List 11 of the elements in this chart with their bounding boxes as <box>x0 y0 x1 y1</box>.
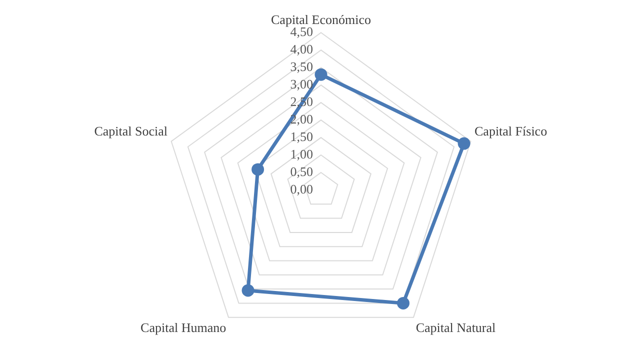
y-tick-label: 3,00 <box>290 76 313 92</box>
y-tick-label: 1,50 <box>290 128 313 144</box>
spoke-label: Capital Natural <box>416 320 496 335</box>
y-tick-label: 4,00 <box>290 42 313 57</box>
y-tick-label: 1,00 <box>290 146 313 162</box>
spoke-label: Capital Humano <box>140 320 226 335</box>
y-tick-label: 0,00 <box>290 181 313 196</box>
y-tick-label: 0,50 <box>290 164 313 179</box>
spoke-label: Capital Social <box>94 124 168 139</box>
spoke-label: Capital Físico <box>474 124 548 139</box>
y-tick-label: 3,50 <box>290 59 313 74</box>
